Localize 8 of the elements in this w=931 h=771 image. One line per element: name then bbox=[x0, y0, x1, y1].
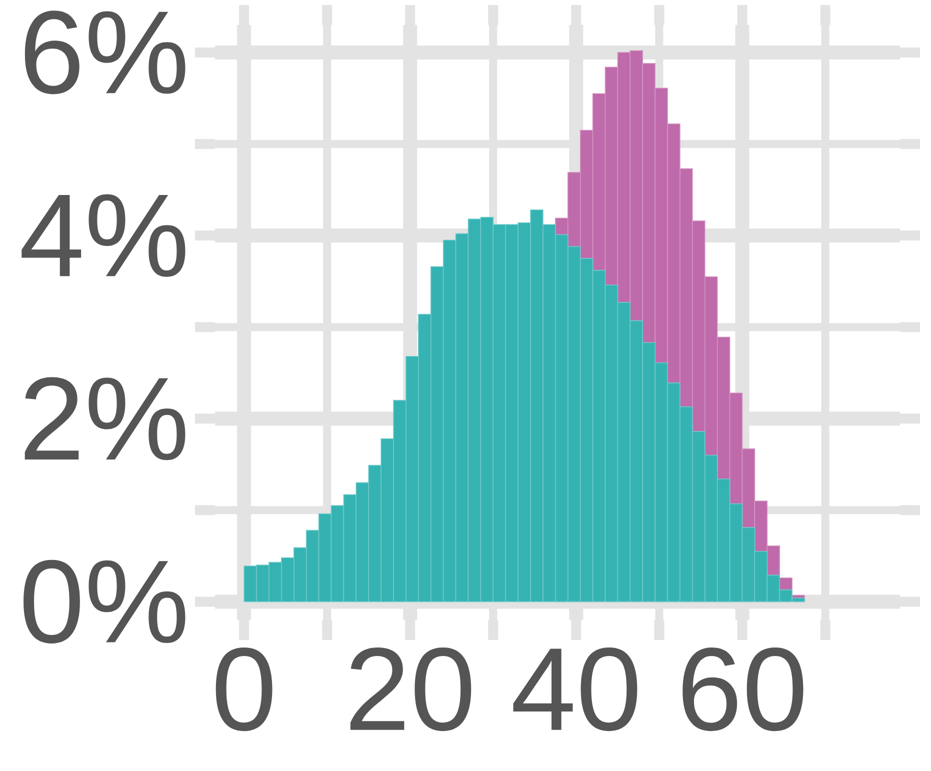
y-tick-label: 6% bbox=[24, 10, 186, 94]
y-tick-label: 0% bbox=[24, 560, 186, 644]
y-tick-label: 4% bbox=[22, 194, 186, 277]
x-tick-label: 60 bbox=[682, 648, 804, 732]
y-tick-label: 2% bbox=[24, 377, 186, 460]
x-tick-label: 40 bbox=[513, 648, 638, 732]
x-tick-label: 0 bbox=[216, 648, 272, 732]
x-tick-label: 20 bbox=[350, 648, 472, 732]
